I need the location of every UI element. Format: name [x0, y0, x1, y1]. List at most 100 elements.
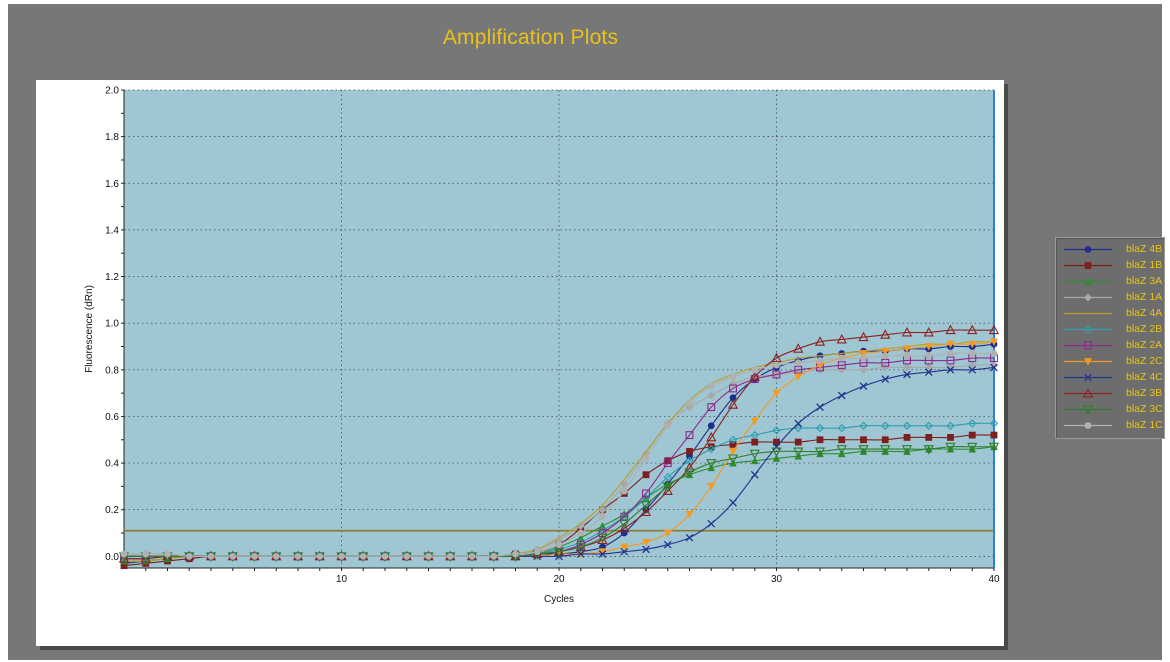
legend-marker	[1084, 358, 1092, 366]
data-point	[620, 543, 629, 552]
x-stroke	[663, 540, 672, 549]
data-point	[881, 358, 890, 367]
x-stroke	[859, 382, 868, 390]
x-stroke	[576, 550, 585, 558]
legend-swatch	[1064, 262, 1112, 269]
data-point	[425, 552, 432, 560]
data-point	[686, 448, 693, 455]
data-point	[860, 354, 867, 362]
data-point	[707, 444, 716, 454]
data-point	[663, 529, 672, 538]
data-point	[685, 533, 694, 542]
data-point	[946, 421, 955, 430]
data-point	[903, 352, 911, 360]
data-point	[860, 436, 867, 444]
data-point	[794, 373, 803, 381]
legend-label: blaZ 2B	[1126, 323, 1163, 335]
x-stroke	[946, 365, 955, 374]
y-tick-label: 1.2	[105, 272, 119, 283]
legend-label: blaZ 4C	[1126, 371, 1163, 383]
legend-label: blaZ 1B	[1126, 259, 1163, 271]
data-point	[729, 379, 737, 388]
data-point	[338, 552, 345, 560]
data-point	[729, 373, 737, 381]
legend: blaZ 4B blaZ 1B blaZ 3A blaZ 1A blaZ 4A blaZ …	[1055, 237, 1165, 439]
data-point	[903, 447, 911, 455]
data-point	[707, 443, 715, 451]
legend-label: blaZ 4B	[1126, 243, 1163, 255]
data-point	[816, 449, 824, 458]
y-tick-label: 1.0	[105, 319, 119, 330]
legend-label: blaZ 2C	[1126, 355, 1163, 367]
data-point	[859, 421, 868, 430]
data-point	[598, 548, 607, 556]
data-point	[490, 552, 498, 560]
data-point	[597, 534, 608, 544]
data-point	[903, 370, 911, 379]
data-point	[837, 391, 846, 400]
x-stroke	[903, 370, 911, 379]
x-stroke	[816, 403, 824, 411]
legend-label: blaZ 1A	[1126, 291, 1163, 303]
data-point	[120, 550, 128, 558]
data-point	[707, 403, 716, 412]
data-point	[836, 445, 847, 455]
x-stroke	[620, 547, 629, 556]
data-point	[575, 543, 586, 553]
data-point	[707, 482, 716, 491]
legend-marker	[1084, 277, 1092, 285]
x-stroke	[794, 419, 803, 428]
legend-marker	[1084, 341, 1092, 350]
data-point	[859, 350, 868, 358]
data-point	[663, 540, 672, 549]
data-point	[620, 547, 629, 556]
data-point	[903, 363, 911, 372]
legend-swatch	[1064, 312, 1112, 315]
data-point	[642, 471, 650, 479]
data-point	[923, 445, 934, 455]
data-point	[707, 519, 716, 528]
chart-title: Amplification Plots	[442, 26, 619, 49]
data-point	[707, 391, 716, 400]
legend-item: blaZ 1B	[1062, 258, 1162, 273]
data-point	[881, 375, 890, 383]
data-point	[901, 326, 913, 337]
legend-swatch	[1064, 277, 1112, 285]
data-point	[729, 441, 737, 448]
x-tick-label: 30	[771, 574, 783, 585]
legend-marker	[1084, 262, 1092, 269]
data-point	[686, 399, 693, 406]
y-tick-label: 2.0	[105, 86, 119, 97]
data-point	[945, 442, 956, 453]
data-point	[793, 447, 804, 457]
x-tick-label: 10	[336, 574, 348, 585]
legend-item: blaZ 3A	[1062, 274, 1162, 289]
data-point	[947, 434, 954, 441]
legend-marker	[1084, 422, 1092, 429]
legend-marker	[1084, 373, 1092, 382]
data-point	[925, 434, 933, 441]
data-point	[968, 445, 977, 453]
data-point	[816, 357, 824, 364]
legend-label: blaZ 3A	[1126, 275, 1163, 287]
data-point	[967, 324, 978, 335]
data-point	[140, 553, 151, 563]
legend-swatch	[1064, 373, 1112, 382]
data-point	[968, 350, 976, 357]
data-point	[576, 533, 585, 542]
data-point	[728, 435, 738, 444]
data-point	[664, 422, 672, 430]
data-point	[403, 552, 411, 560]
data-point	[662, 485, 673, 496]
x-stroke	[1084, 373, 1092, 382]
x-stroke	[837, 391, 846, 400]
data-point	[164, 550, 171, 558]
data-point	[837, 423, 846, 433]
data-point	[794, 438, 802, 446]
x-stroke	[729, 498, 737, 507]
legend-marker	[1083, 325, 1093, 334]
data-point	[662, 482, 673, 492]
data-point	[642, 545, 650, 554]
x-stroke	[924, 368, 933, 376]
x-tick-label: 20	[553, 574, 565, 585]
